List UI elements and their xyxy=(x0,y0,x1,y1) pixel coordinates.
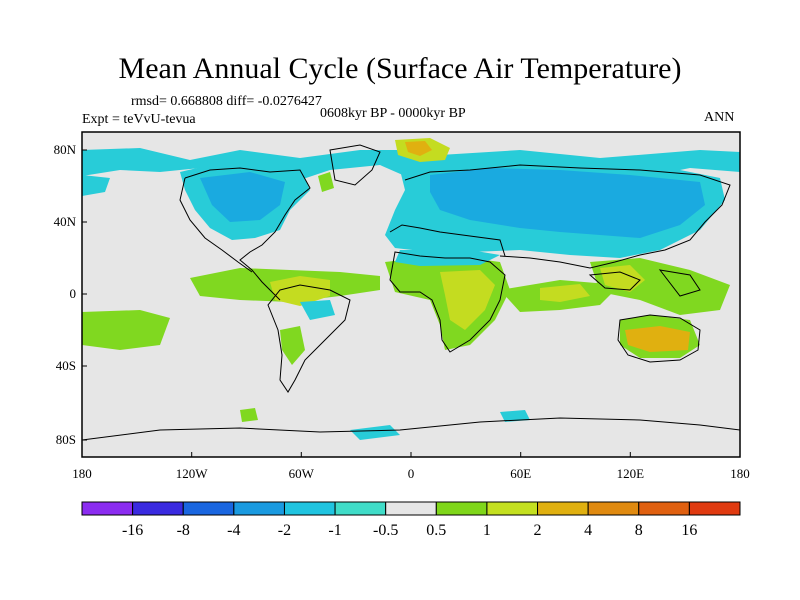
colorbar-swatch xyxy=(233,501,285,516)
south-america-warm xyxy=(280,326,305,365)
colorbar-label: -16 xyxy=(122,522,143,539)
y-tick-label: 40N xyxy=(54,214,77,229)
colorbar-swatch xyxy=(435,501,488,516)
colorbar-swatch xyxy=(182,501,235,516)
y-tick-label: 40S xyxy=(56,358,76,373)
alaska-cold-patch xyxy=(82,175,110,196)
colorbar-swatch xyxy=(385,501,437,516)
y-axis-ticks: 80N 40N 0 40S 80S xyxy=(54,142,77,447)
y-tick-label: 0 xyxy=(70,286,77,301)
colorbar-swatch xyxy=(334,501,387,516)
colorbar-swatch xyxy=(638,501,690,516)
x-axis-ticks: 180 120W 60W 0 60E 120E 180 xyxy=(72,466,750,481)
colorbar-label: 8 xyxy=(635,522,643,539)
southern-ocean-warm xyxy=(240,408,258,422)
eurasia-north-coast xyxy=(404,164,731,269)
colorbar-label: -2 xyxy=(278,522,291,539)
x-tick-label: 60E xyxy=(510,466,531,481)
north-america-west-coast xyxy=(179,177,253,273)
amazon-warm-core xyxy=(270,276,330,306)
colorbar-label: 4 xyxy=(584,522,592,539)
colorbar-label: 2 xyxy=(534,522,542,539)
indonesia-coast xyxy=(588,271,641,291)
south-pacific-warm xyxy=(82,310,170,350)
indian-ocean-warm-core xyxy=(540,284,590,302)
antarctica-coast xyxy=(82,417,740,441)
arctic-warm-core xyxy=(405,141,432,156)
x-tick-label: 180 xyxy=(730,466,750,481)
mediterranean-coast xyxy=(389,224,506,257)
y-tick-label: 80N xyxy=(54,142,77,157)
colorbar-label: -0.5 xyxy=(373,522,398,539)
colorbar-swatch xyxy=(587,501,640,516)
colorbar-label: 1 xyxy=(483,522,491,539)
colorbar-label: -1 xyxy=(328,522,341,539)
south-america-coast xyxy=(267,284,351,393)
colorbar-label: -4 xyxy=(227,522,240,539)
colorbar-label: 16 xyxy=(681,522,697,539)
new-guinea-coast xyxy=(658,269,701,297)
x-tick-label: 60W xyxy=(289,466,315,481)
colorbar-label: 0.5 xyxy=(426,522,446,539)
arctic-cold-band xyxy=(82,148,740,180)
australia-coast xyxy=(617,314,701,363)
colorbar-swatch xyxy=(688,501,741,516)
season-label: ANN xyxy=(704,110,735,125)
x-tick-label: 120W xyxy=(176,466,209,481)
eurasia-cold-core xyxy=(430,168,705,238)
tick-marks xyxy=(81,149,741,457)
north-america-cold-core xyxy=(200,172,285,222)
rmsd-diff-stat: rmsd= 0.668808 diff= -0.0276427 xyxy=(131,94,322,109)
coastlines xyxy=(82,144,740,441)
southern-ocean-cold xyxy=(350,425,400,440)
maritime-warm-core xyxy=(600,265,645,292)
africa-coast xyxy=(389,251,506,353)
southern-ocean-cold-2 xyxy=(500,410,530,422)
greenland-coast xyxy=(329,144,381,186)
brazil-cold-patch xyxy=(300,300,335,320)
colorbar-swatch xyxy=(537,501,589,516)
period-label: 0608kyr BP - 0000kyr BP xyxy=(320,106,466,121)
colorbar: -16 -8 -4 -2 -1 -0.5 0.5 1 2 4 8 16 xyxy=(81,501,741,539)
anomaly-field xyxy=(82,138,740,441)
north-america-coast xyxy=(184,167,311,301)
colorbar-swatch xyxy=(486,501,539,516)
colorbar-swatch xyxy=(283,501,336,516)
colorbar-label: -8 xyxy=(177,522,190,539)
y-tick-label: 80S xyxy=(56,432,76,447)
colorbar-swatch xyxy=(81,501,134,516)
x-tick-label: 180 xyxy=(72,466,92,481)
x-tick-label: 0 xyxy=(408,466,415,481)
x-tick-label: 120E xyxy=(617,466,645,481)
colorbar-swatch xyxy=(132,501,184,516)
africa-warm-core xyxy=(440,270,495,330)
map-title: Mean Annual Cycle (Surface Air Temperatu… xyxy=(118,52,682,85)
experiment-label: Expt = teVvU-tevua xyxy=(82,112,196,127)
australia-warm-core xyxy=(625,326,690,352)
greenland-warm-edge xyxy=(318,172,334,192)
